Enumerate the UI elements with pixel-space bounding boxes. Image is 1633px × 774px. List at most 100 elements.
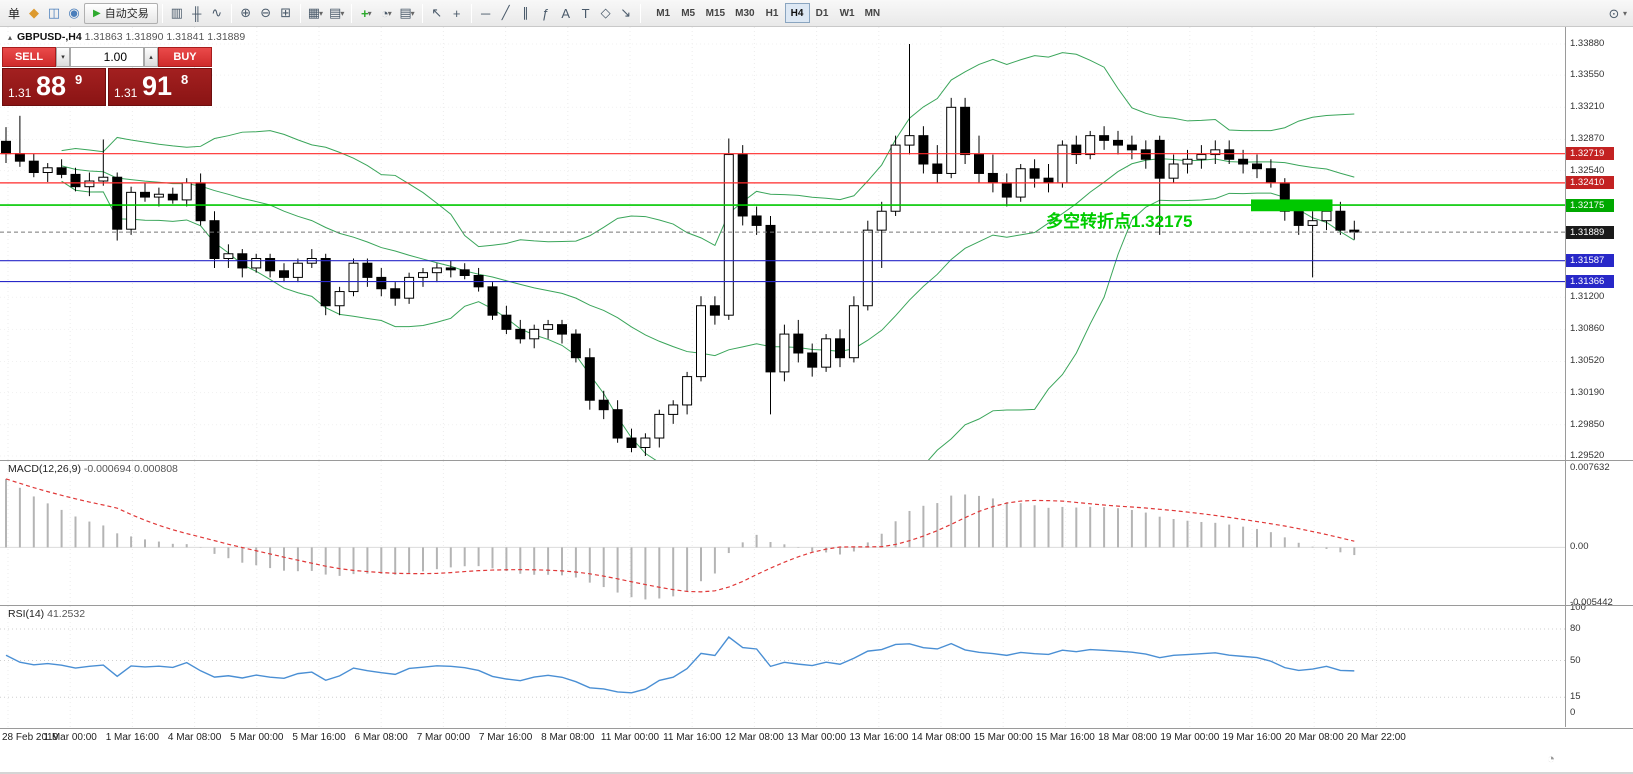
time-axis: 28 Feb 2019 1 Mar 00:00 1 Mar 16:00 4 Mar 0… (0, 728, 1633, 746)
time-axis-label: 7 Mar 16:00 (478, 732, 533, 743)
time-axis-label: 20 Mar 08:00 (1284, 732, 1344, 743)
volume-input[interactable] (70, 47, 144, 67)
rsi-label: RSI(14) 41.2532 (8, 608, 85, 620)
new-order-icon[interactable]: ◆ (29, 5, 40, 20)
autotrade-label: 自动交易 (104, 8, 149, 20)
timeframe-m15[interactable]: M15 (701, 3, 730, 23)
sell-price-sup: 9 (75, 72, 83, 87)
sell-price-main: 1.31 (8, 86, 32, 100)
rsi-axis-label: 50 (1570, 654, 1581, 666)
sell-price-button[interactable]: 1.31 88 9 (2, 68, 106, 106)
rsi-axis-label: 80 (1570, 623, 1581, 634)
label-tool-icon[interactable]: T (581, 5, 590, 21)
price-axis-label: 1.30520 (1570, 355, 1605, 367)
time-axis-label: 15 Mar 00:00 (973, 732, 1033, 743)
period-icon[interactable]: ◔ ▾ (380, 5, 392, 21)
rsi-value: 41.2532 (47, 608, 86, 620)
axis-separator (1565, 27, 1566, 727)
chevron-down-icon: ▾ (340, 8, 345, 18)
time-axis-label: 14 Mar 08:00 (911, 732, 971, 743)
price-axis-label: 1.33550 (1570, 69, 1605, 81)
timeframe-h1[interactable]: H1 (760, 3, 785, 23)
toolbar-more[interactable]: ⊙ ▾ (1604, 3, 1627, 24)
arrow-tool-icon[interactable]: ↘ (620, 5, 632, 20)
crosshair-tool-icon[interactable]: + (452, 5, 461, 21)
timeframe-m30[interactable]: M30 (730, 3, 759, 23)
cursor-tool-icon[interactable]: ↖ (431, 5, 443, 20)
timeframe-h4[interactable]: H4 (784, 3, 810, 23)
time-axis-label: 18 Mar 08:00 (1098, 732, 1158, 743)
toolbar-divider (351, 3, 353, 23)
chevron-down-icon: ▾ (367, 8, 372, 18)
sell-button[interactable]: SELL (2, 47, 56, 67)
add-indicator-icon[interactable]: + ▾ (361, 5, 372, 21)
one-click-trading-widget: SELL ▾ ▴ BUY 1.31 88 9 1.31 91 8 (2, 47, 212, 106)
time-axis-label: 1 Mar 00:00 (43, 732, 97, 743)
panel-separator[interactable] (0, 605, 1633, 606)
price-axis-label: 1.33880 (1570, 38, 1605, 49)
toolbar-divider (230, 3, 232, 23)
price-chart[interactable]: 多空转折点1.32175 (0, 27, 1565, 460)
timeframe-d1[interactable]: D1 (810, 3, 835, 23)
rsi-axis-label: 100 (1570, 602, 1586, 613)
tile-windows-icon[interactable]: ⊞ (280, 5, 292, 20)
autotrade-button[interactable]: ▶ 自动交易 (84, 2, 158, 24)
panel-separator[interactable] (0, 460, 1633, 461)
price-level-badge: 1.32719 (1566, 147, 1614, 161)
line-chart-icon[interactable]: ∿ (211, 5, 223, 20)
toolbar: 单 ◆ ◫ ◉ ▶ 自动交易 ▥ ╫ ∿ ⊕ ⊖ ⊞ ▦ ▾ ▤ ▾ + ▾ ◔ ▾ ▤… (0, 0, 1633, 27)
trendline-tool-icon[interactable]: ╱ (501, 5, 510, 20)
chart-template-icon[interactable]: ▦ ▾ (307, 5, 324, 20)
time-axis-label: 5 Mar 00:00 (230, 732, 284, 743)
timeframe-mn[interactable]: MN (860, 3, 886, 23)
buy-button[interactable]: BUY (158, 47, 212, 67)
zoom-in-icon[interactable]: ⊕ (240, 5, 252, 20)
menu-text[interactable]: 单 (8, 6, 21, 21)
timeframe-w1[interactable]: W1 (835, 3, 860, 23)
bottom-strip: ◔ (0, 746, 1633, 774)
shapes-tool-icon[interactable]: ◇ (600, 5, 611, 20)
chart-profile-icon[interactable]: ▤ ▾ (329, 5, 345, 20)
buy-price-big: 91 (142, 71, 173, 101)
channel-tool-icon[interactable]: ∥ (522, 5, 529, 20)
time-axis-label: 28 Feb 2019 (2, 732, 59, 743)
sell-price-big: 88 (36, 71, 67, 101)
time-axis-label: 6 Mar 08:00 (354, 732, 408, 743)
time-axis-label: 7 Mar 00:00 (416, 732, 471, 743)
text-tool-icon[interactable]: A (561, 5, 570, 21)
time-axis-label: 15 Mar 16:00 (1035, 732, 1095, 743)
rsi-chart[interactable] (0, 606, 1565, 727)
macd-values: -0.000694 0.000808 (83, 463, 178, 475)
toolbar-divider (161, 3, 163, 23)
quick-nav-icon[interactable]: ◔ (1547, 751, 1555, 766)
time-axis-label: 8 Mar 08:00 (541, 732, 595, 743)
time-axis-label: 19 Mar 00:00 (1160, 732, 1220, 743)
chart-header: ▴ GBPUSD-,H4 1.31863 1.31890 1.31841 1.3… (8, 31, 245, 43)
templates-icon[interactable]: ▤ ▾ (399, 5, 415, 20)
hline-tool-icon[interactable]: ─ (481, 5, 491, 21)
bar-chart-icon[interactable]: ▥ (170, 5, 183, 20)
chevron-down-icon: ▾ (1622, 9, 1627, 18)
timeframe-m5[interactable]: M5 (676, 3, 701, 23)
price-axis-label: 1.29520 (1570, 449, 1605, 461)
volume-down-button[interactable]: ▾ (56, 47, 70, 67)
timeframe-m1[interactable]: M1 (651, 3, 676, 23)
price-axis-label: 1.30190 (1570, 386, 1605, 398)
market-watch-icon[interactable]: ◫ (47, 5, 61, 20)
volume-up-button[interactable]: ▴ (144, 47, 158, 67)
macd-chart[interactable] (0, 461, 1565, 605)
price-axis-label: 1.30860 (1570, 323, 1605, 335)
candlestick-icon[interactable]: ╫ (192, 5, 202, 21)
time-axis-label: 19 Mar 16:00 (1222, 732, 1282, 743)
toolbar-divider (299, 3, 301, 23)
time-axis-label: 13 Mar 16:00 (849, 732, 909, 743)
fibonacci-tool-icon[interactable]: ƒ (542, 5, 550, 21)
navigator-icon[interactable]: ◉ (68, 5, 80, 20)
macd-title: MACD(12,26,9) (8, 463, 81, 475)
zoom-out-icon[interactable]: ⊖ (260, 5, 272, 20)
price-level-badge: 1.31587 (1566, 254, 1614, 268)
buy-price-button[interactable]: 1.31 91 8 (108, 68, 212, 106)
chart-annotation: 多空转折点1.32175 (1046, 211, 1192, 231)
price-axis-label: 1.29850 (1570, 418, 1605, 430)
symbol-marker-icon: ▴ (8, 33, 13, 42)
